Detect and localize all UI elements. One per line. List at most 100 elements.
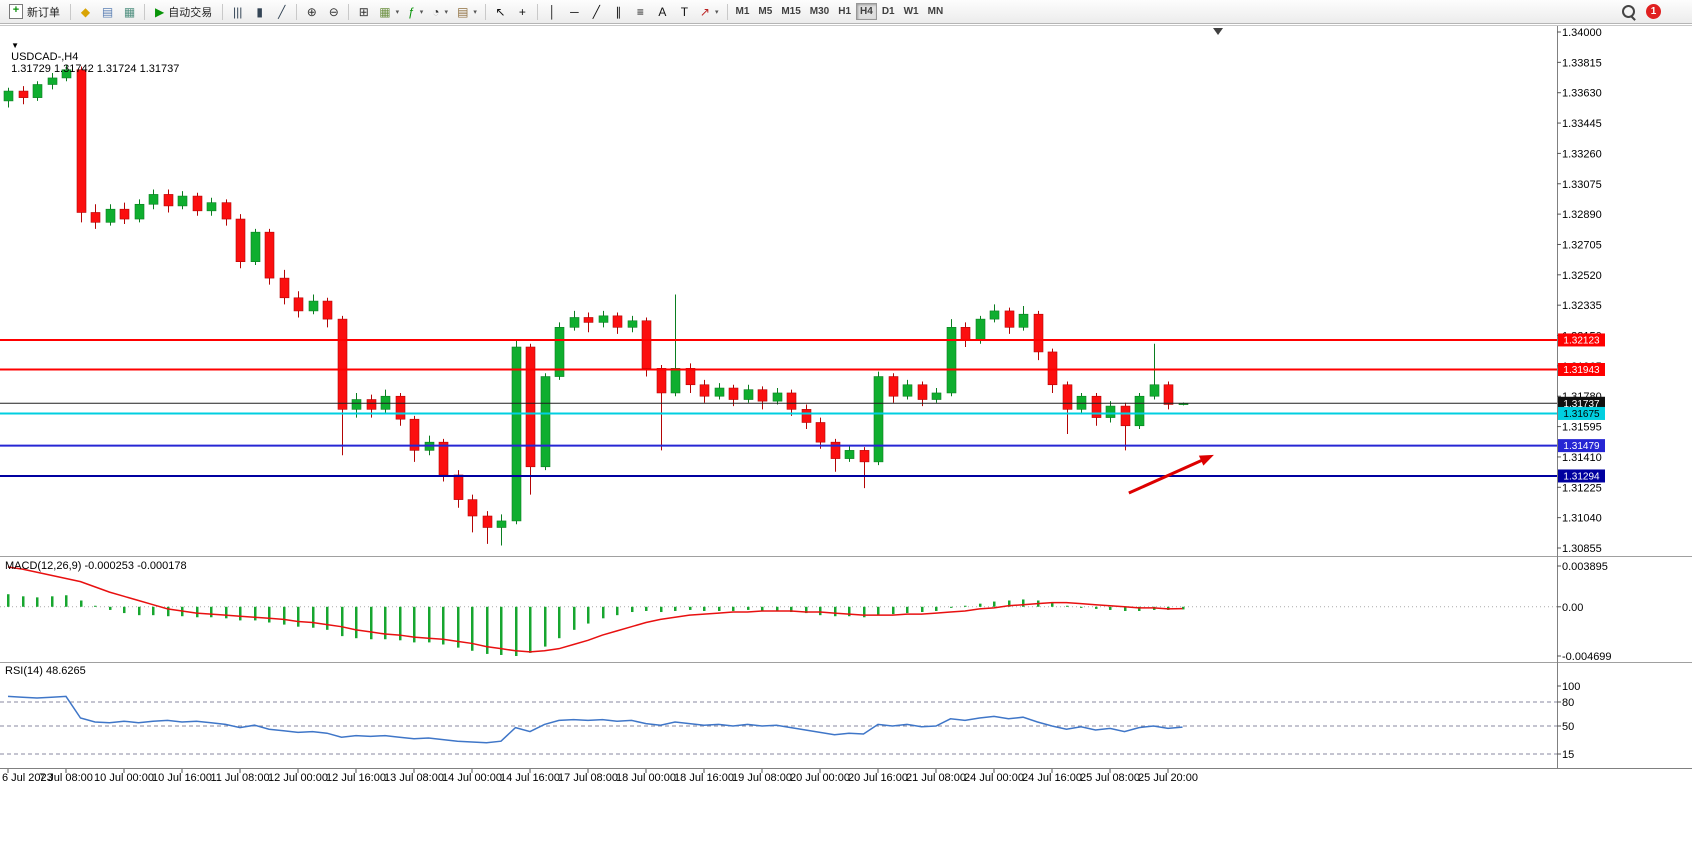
tile-windows-icon: ⊞ xyxy=(358,4,369,19)
macd-histogram-bar xyxy=(819,606,822,616)
rsi-line xyxy=(7,695,1183,744)
macd-histogram-bar xyxy=(1080,606,1083,608)
timeframe-m15-button[interactable]: M15 xyxy=(777,3,804,20)
candle-body xyxy=(815,422,826,443)
vertical-line-button[interactable]: │ xyxy=(542,2,563,22)
annotation-arrow[interactable] xyxy=(1128,457,1207,495)
chart-ohlc-readout: 1.31729 1.31742 1.31724 1.31737 xyxy=(11,63,180,75)
notification-badge[interactable]: 1 xyxy=(1646,4,1661,19)
text-button[interactable]: A xyxy=(652,2,673,22)
price-axis-label: 1.33075 xyxy=(1562,179,1602,191)
candle-body xyxy=(32,84,43,98)
candle-body xyxy=(1149,384,1160,397)
macd-histogram-bar xyxy=(196,606,199,618)
macd-histogram-bar xyxy=(36,597,39,607)
zoom-out-button[interactable]: ⊖ xyxy=(323,2,344,22)
macd-histogram-bar xyxy=(312,606,315,628)
toolbar-separator xyxy=(726,3,728,20)
candle-body xyxy=(728,387,739,400)
timeframe-w1-button[interactable]: W1 xyxy=(900,3,923,20)
candle-body xyxy=(250,231,261,262)
candle-body xyxy=(279,277,290,299)
cursor-button[interactable]: ↖ xyxy=(490,2,511,22)
timeframe-h4-button[interactable]: H4 xyxy=(856,3,877,20)
timeframe-m30-button[interactable]: M30 xyxy=(806,3,833,20)
price-axis-label: 1.30855 xyxy=(1562,543,1602,555)
candle-body xyxy=(641,320,652,369)
price-axis-label: 1.31040 xyxy=(1562,513,1602,525)
marketwatch-button[interactable]: ◆ xyxy=(75,2,96,22)
bar-chart-button[interactable]: ||| xyxy=(227,2,248,22)
candle-body xyxy=(1047,351,1058,386)
zoom-in-button[interactable]: ⊕ xyxy=(301,2,322,22)
midline-cyan-price-tag xyxy=(1558,406,1605,420)
chart-shift-marker[interactable] xyxy=(1213,28,1224,35)
macd-histogram-bar xyxy=(123,606,126,614)
annotation-arrow-head xyxy=(1198,454,1214,466)
time-axis-label: 13 Jul 08:00 xyxy=(384,772,444,784)
candle-body xyxy=(511,346,522,522)
terminal-icon: ▦ xyxy=(123,4,136,19)
timeframe-m5-button[interactable]: M5 xyxy=(754,3,776,20)
line-chart-button[interactable]: ╱ xyxy=(271,2,292,22)
macd-histogram-bar xyxy=(993,601,996,607)
rsi-axis-label: 100 xyxy=(1562,681,1580,693)
chart-collapse-icon[interactable]: ▼ xyxy=(11,41,20,50)
time-axis-label: 18 Jul 16:00 xyxy=(674,772,734,784)
price-axis-label: 1.33445 xyxy=(1562,118,1602,130)
indicators-button[interactable]: ƒ ▾ xyxy=(404,2,427,22)
autotrade-button[interactable]: ▶ 自动交易 xyxy=(149,2,218,22)
navigator-button[interactable]: ▤ xyxy=(97,2,118,22)
channel-button[interactable]: ∥ xyxy=(608,2,629,22)
timeframe-h1-button[interactable]: H1 xyxy=(834,3,855,20)
macd-histogram-bar xyxy=(384,606,387,640)
timeframe-m1-button[interactable]: M1 xyxy=(732,3,754,20)
chevron-down-icon[interactable]: ▾ xyxy=(419,8,424,16)
candle-body xyxy=(18,90,29,98)
candle-body xyxy=(3,90,14,102)
profiles-button[interactable]: ▦ ▾ xyxy=(375,2,403,22)
candle-body xyxy=(989,310,1000,320)
trendline-button[interactable]: ╱ xyxy=(586,2,607,22)
tile-windows-button[interactable]: ⊞ xyxy=(353,2,374,22)
macd-signal-line xyxy=(7,566,1183,653)
label-button[interactable]: T xyxy=(674,2,695,22)
macd-histogram-bar xyxy=(674,606,677,611)
chevron-down-icon[interactable]: ▾ xyxy=(444,8,449,16)
templates-button[interactable]: ▤ ▾ xyxy=(453,2,481,22)
macd-histogram-bar xyxy=(268,606,271,623)
crosshair-icon: + xyxy=(518,4,526,19)
support-2-price-text: 1.31294 xyxy=(1563,471,1600,482)
clock-icon: ◔ xyxy=(432,4,440,19)
marketwatch-icon: ◆ xyxy=(80,4,91,19)
macd-histogram-bar xyxy=(544,606,547,647)
chevron-down-icon[interactable]: ▾ xyxy=(714,8,719,16)
macd-histogram-bar xyxy=(703,606,706,611)
horizontal-line-button[interactable]: ─ xyxy=(564,2,585,22)
text-icon: A xyxy=(658,4,667,19)
midline-cyan-price-text: 1.31675 xyxy=(1563,409,1600,420)
arrows-button[interactable]: ↗ ▾ xyxy=(696,2,723,22)
macd-histogram-bar xyxy=(355,606,358,639)
new-order-button[interactable]: + 新订单 xyxy=(3,2,66,22)
fibonacci-button[interactable]: ≡ xyxy=(630,2,651,22)
macd-axis-label: -0.004699 xyxy=(1562,651,1612,663)
macd-histogram-bar xyxy=(109,606,112,610)
chevron-down-icon[interactable]: ▾ xyxy=(473,8,477,16)
candlestick-chart-button[interactable]: ▮ xyxy=(249,2,270,22)
periods-button[interactable]: ◔ ▾ xyxy=(428,2,452,22)
timeframe-d1-button[interactable]: D1 xyxy=(878,3,899,20)
search-button[interactable] xyxy=(1618,2,1639,22)
time-axis-label: 24 Jul 00:00 xyxy=(964,772,1024,784)
macd-histogram-bar xyxy=(399,606,402,641)
candle-body xyxy=(467,499,478,517)
chevron-down-icon[interactable]: ▾ xyxy=(395,8,400,16)
crosshair-button[interactable]: + xyxy=(512,2,533,22)
candle-body xyxy=(1004,310,1015,328)
timeframe-mn-button[interactable]: MN xyxy=(924,3,948,20)
candle-body xyxy=(830,441,841,459)
terminal-button[interactable]: ▦ xyxy=(119,2,140,22)
candle-body xyxy=(366,399,377,410)
candle-body xyxy=(656,368,667,394)
